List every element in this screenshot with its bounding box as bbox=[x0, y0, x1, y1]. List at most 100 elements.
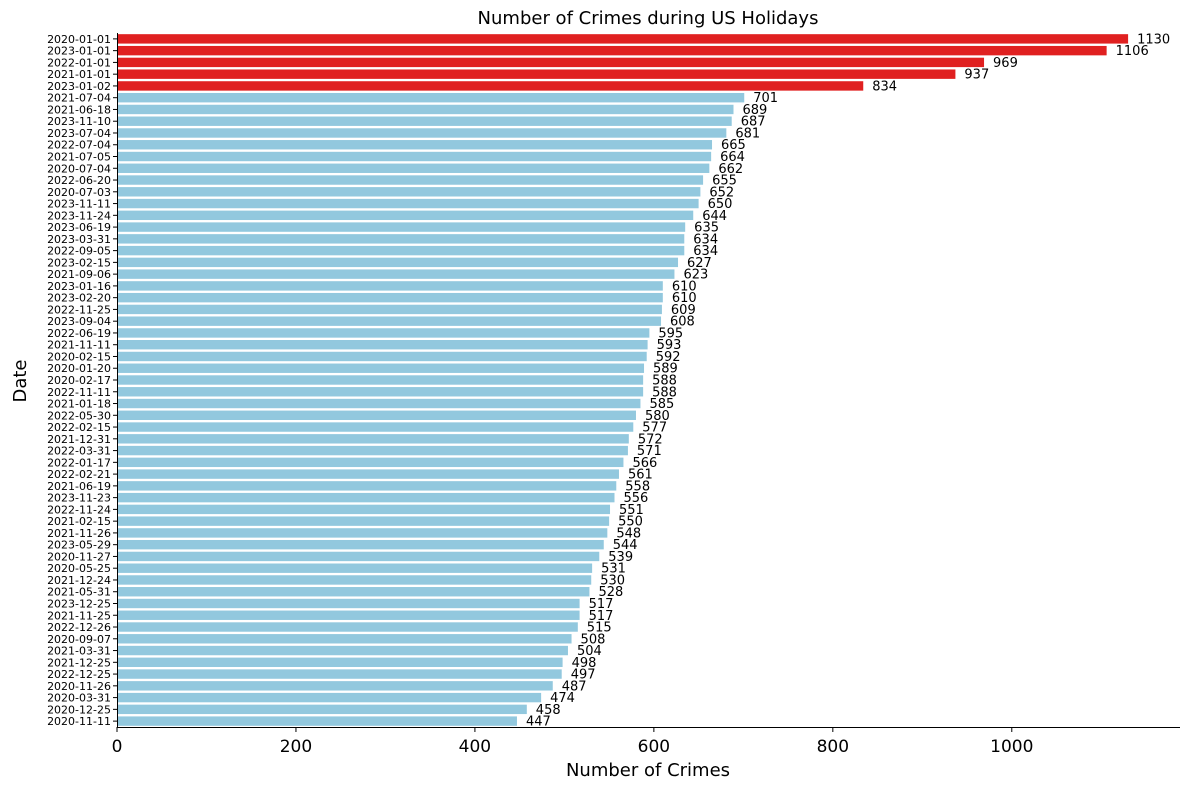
y-tick-label-2022-03-31: 2022-03-31 bbox=[47, 445, 111, 458]
value-label-2022-05-30: 580 bbox=[645, 409, 670, 424]
bar-2021-12-25 bbox=[117, 657, 563, 668]
value-label-2023-11-11: 650 bbox=[708, 197, 733, 212]
y-tick-label-2021-07-04: 2021-07-04 bbox=[47, 92, 111, 105]
value-label-2022-11-11: 588 bbox=[652, 385, 677, 400]
bar-2021-05-31 bbox=[117, 587, 590, 597]
bar-2023-03-31 bbox=[117, 234, 685, 244]
x-tick-label-600: 600 bbox=[638, 737, 670, 757]
y-tick-label-2021-11-11: 2021-11-11 bbox=[47, 339, 111, 352]
value-label-2022-11-25: 609 bbox=[671, 303, 696, 318]
value-label-2022-06-20: 655 bbox=[712, 174, 737, 189]
value-label-2021-05-31: 528 bbox=[598, 585, 623, 600]
value-label-2021-12-31: 572 bbox=[638, 432, 663, 447]
value-label-2022-02-15: 577 bbox=[642, 421, 667, 436]
y-tick-label-2020-12-25: 2020-12-25 bbox=[47, 703, 111, 716]
x-tick-label-0: 0 bbox=[112, 737, 123, 757]
bar-2022-12-26 bbox=[117, 622, 578, 632]
y-tick-label-2020-11-27: 2020-11-27 bbox=[47, 550, 111, 563]
y-tick-label-2022-06-19: 2022-06-19 bbox=[47, 327, 111, 340]
value-label-2022-06-19: 595 bbox=[658, 326, 683, 341]
chart-title: Number of Crimes during US Holidays bbox=[478, 8, 819, 29]
value-label-2021-01-18: 585 bbox=[649, 397, 674, 412]
bar-2021-02-15 bbox=[117, 516, 610, 526]
y-axis-title: Date bbox=[10, 359, 31, 402]
value-label-2022-01-01: 969 bbox=[993, 56, 1018, 71]
y-tick-label-2022-02-21: 2022-02-21 bbox=[47, 468, 111, 481]
bar-2022-03-31 bbox=[117, 445, 628, 456]
y-tick-label-2020-02-15: 2020-02-15 bbox=[47, 350, 111, 363]
bar-2023-01-02 bbox=[117, 81, 864, 91]
y-tick-label-2020-01-01: 2020-01-01 bbox=[47, 33, 111, 46]
bar-2023-11-23 bbox=[117, 492, 615, 503]
value-label-2022-02-21: 561 bbox=[628, 468, 653, 483]
y-tick-label-2021-12-25: 2021-12-25 bbox=[47, 656, 111, 669]
value-label-2023-09-04: 608 bbox=[670, 315, 695, 330]
bar-2022-07-04 bbox=[117, 140, 713, 150]
value-label-2022-03-31: 571 bbox=[637, 444, 662, 459]
x-tick-label-800: 800 bbox=[817, 737, 849, 757]
y-tick-label-2022-05-30: 2022-05-30 bbox=[47, 409, 111, 422]
bar-2021-01-01 bbox=[117, 69, 956, 79]
value-label-2023-11-10: 687 bbox=[741, 115, 766, 130]
value-label-2023-02-15: 627 bbox=[687, 256, 712, 271]
bar-2023-02-15 bbox=[117, 257, 679, 268]
value-label-2022-07-04: 665 bbox=[721, 138, 746, 153]
value-label-2023-05-29: 544 bbox=[613, 538, 638, 553]
y-tick-label-2023-12-25: 2023-12-25 bbox=[47, 597, 111, 610]
bar-2022-05-30 bbox=[117, 410, 636, 420]
y-tick-label-2022-07-04: 2022-07-04 bbox=[47, 139, 111, 152]
bar-2023-06-19 bbox=[117, 222, 686, 232]
y-tick-label-2020-02-17: 2020-02-17 bbox=[47, 374, 111, 387]
value-label-2021-11-25: 517 bbox=[589, 609, 614, 624]
y-tick-label-2022-11-11: 2022-11-11 bbox=[47, 386, 111, 399]
value-label-2021-09-06: 623 bbox=[683, 268, 708, 283]
y-tick-label-2020-03-31: 2020-03-31 bbox=[47, 692, 111, 705]
value-label-2020-11-26: 487 bbox=[562, 679, 587, 694]
y-tick-label-2020-11-11: 2020-11-11 bbox=[47, 715, 111, 728]
bar-2023-07-04 bbox=[117, 128, 727, 138]
value-label-2020-02-17: 588 bbox=[652, 374, 677, 389]
y-tick-label-2021-11-25: 2021-11-25 bbox=[47, 609, 111, 622]
value-label-2020-09-07: 508 bbox=[581, 632, 606, 647]
bar-2021-01-18 bbox=[117, 398, 641, 409]
x-tick-label-200: 200 bbox=[280, 737, 312, 757]
y-tick-label-2021-03-31: 2021-03-31 bbox=[47, 645, 111, 658]
y-tick-label-2021-01-01: 2021-01-01 bbox=[47, 68, 111, 81]
value-label-2020-03-31: 474 bbox=[550, 691, 575, 706]
value-label-2021-02-15: 550 bbox=[618, 515, 643, 530]
value-label-2021-06-19: 558 bbox=[625, 479, 650, 494]
bar-2020-09-07 bbox=[117, 634, 572, 644]
x-tick-label-1000: 1000 bbox=[990, 737, 1033, 757]
bar-2023-12-25 bbox=[117, 598, 580, 609]
bar-2022-01-17 bbox=[117, 457, 624, 468]
value-label-2022-12-25: 497 bbox=[571, 668, 596, 683]
bar-2020-12-25 bbox=[117, 704, 527, 715]
y-tick-label-2022-01-01: 2022-01-01 bbox=[47, 56, 111, 69]
y-tick-label-2021-09-06: 2021-09-06 bbox=[47, 268, 111, 281]
bar-2023-09-04 bbox=[117, 316, 662, 326]
value-label-2023-11-24: 644 bbox=[702, 209, 727, 224]
bar-2021-03-31 bbox=[117, 645, 568, 656]
y-tick-label-2021-05-31: 2021-05-31 bbox=[47, 586, 111, 599]
bar-2023-02-20 bbox=[117, 292, 663, 303]
y-tick-label-2022-06-20: 2022-06-20 bbox=[47, 174, 111, 187]
bar-2022-11-25 bbox=[117, 304, 662, 315]
value-label-2021-12-24: 530 bbox=[600, 573, 625, 588]
y-tick-label-2023-01-01: 2023-01-01 bbox=[47, 45, 111, 58]
y-tick-label-2020-01-20: 2020-01-20 bbox=[47, 362, 111, 375]
value-label-2023-11-23: 556 bbox=[623, 491, 648, 506]
bar-2020-01-20 bbox=[117, 363, 645, 373]
bar-2023-05-29 bbox=[117, 539, 604, 550]
bar-2022-09-05 bbox=[117, 245, 685, 256]
value-label-2021-06-18: 689 bbox=[743, 103, 768, 118]
bar-2020-03-31 bbox=[117, 692, 542, 703]
y-tick-label-2023-01-16: 2023-01-16 bbox=[47, 280, 111, 293]
bar-2022-11-11 bbox=[117, 387, 644, 397]
y-tick-label-2020-07-04: 2020-07-04 bbox=[47, 162, 111, 175]
value-label-2020-05-25: 531 bbox=[601, 562, 626, 577]
y-tick-label-2023-11-23: 2023-11-23 bbox=[47, 492, 111, 505]
y-tick-label-2021-01-18: 2021-01-18 bbox=[47, 398, 111, 411]
y-tick-label-2021-06-18: 2021-06-18 bbox=[47, 103, 111, 116]
y-tick-label-2023-02-15: 2023-02-15 bbox=[47, 256, 111, 269]
